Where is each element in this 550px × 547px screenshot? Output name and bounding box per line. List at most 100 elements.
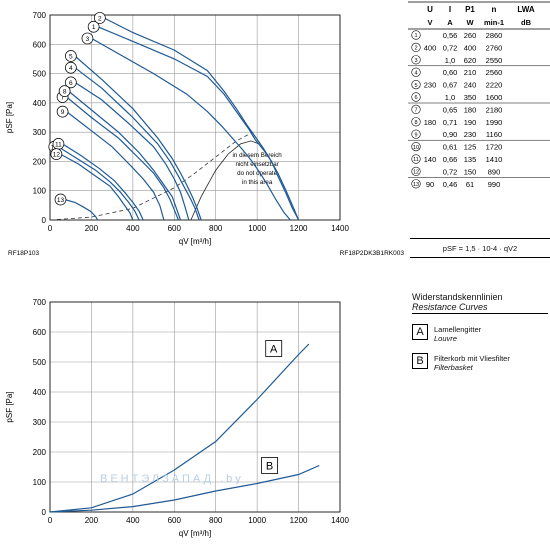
table-row-marker [411,179,421,189]
series-label-6: 6 [69,80,73,87]
series-label-9: 9 [61,109,65,116]
y-tick-label: 300 [33,128,47,137]
resistance-curves-chart: 0 200 400 600 800 1000 1200 1400 0 100 200 300 400 50… [5,298,349,538]
series-marker-9 [56,105,69,118]
table-cell-n: 2180 [486,105,503,114]
table-cell-p: 150 [464,167,477,176]
x-tick-label: 1400 [331,224,349,233]
table-cell-i: 0,60 [443,68,458,77]
table-row-number: 11 [413,157,419,163]
table-cell-n: 1990 [486,118,503,127]
y-tick-label: 700 [33,298,47,307]
table-cell-u: 180 [424,118,437,127]
watermark: ВЕНТЭЛЗАПАД .by [100,473,244,485]
formula-text: pSF = 1,5 · 10-4 · qV2 [442,243,518,253]
table-cell-i: 1,0 [445,93,455,102]
x-tick-label: 600 [168,516,182,525]
table-header: U [427,5,433,14]
code-left: RF18P103 [8,250,39,257]
x-tick-label: 1200 [290,516,308,525]
x-tick-label: 200 [85,516,99,525]
legend-key-b: B [412,353,428,369]
series-marker-13 [54,193,67,206]
table-cell-p: 61 [466,180,474,189]
table-cell-p: 180 [464,105,477,114]
table-cell-i: 1,0 [445,56,455,65]
table-cell-n: 890 [488,167,501,176]
x-tick-label: 0 [48,516,53,525]
table-unit: V [427,18,432,27]
operating-boundary-curve [190,140,260,221]
table-row-number: 4 [414,70,417,76]
table-cell-i: 0,56 [443,31,458,40]
table-header: I [449,5,451,14]
table-row-number: 9 [414,132,417,138]
table-cell-n: 2860 [486,31,503,40]
legend-b-de: Filterkorb mit Vliesfilter [434,354,510,363]
region-note-line: in this area [242,179,273,186]
table-row-marker [411,166,421,176]
y-tick-label: 200 [33,448,47,457]
table-cell-i: 0,72 [443,167,458,176]
table-row-number: 5 [414,83,417,89]
series-label-A: A [270,344,278,356]
y-tick-label: 0 [42,216,47,225]
table-cell-p: 350 [464,93,477,102]
y-tick-label: 200 [33,157,47,166]
x-tick-label: 1000 [248,224,266,233]
series-label-4: 4 [69,65,73,72]
series-label-2: 2 [98,15,102,22]
table-cell-i: 0,67 [443,81,458,90]
series-line-11 [62,143,144,221]
table-cell-u: 90 [426,180,434,189]
table-unit: W [466,18,474,27]
resistance-formula: pSF = 1,5 · 10-4 · qV2 [410,238,550,258]
series-line-3 [91,37,291,221]
y-tick-label: 400 [33,99,47,108]
series-label-11: 11 [55,141,62,148]
y-tick-label: 600 [33,40,47,49]
series-line-1 [97,26,300,221]
table-cell-u: 140 [424,155,437,164]
table-cell-n: 2560 [486,68,503,77]
y-tick-label: 0 [42,508,47,517]
table-unit: A [447,18,453,27]
series-marker-12 [50,148,63,160]
plot-frame [49,301,341,513]
table-cell-i: 0,72 [443,43,458,52]
fan-characteristic-chart: 0 200 400 600 800 1000 1200 1400 0 100 200 300 400 50… [5,11,404,257]
series-line-7 [66,96,179,221]
y-tick-label: 300 [33,418,47,427]
y-tick-label: 100 [33,478,47,487]
series-label-5: 5 [69,54,73,61]
resistance-legend: Widerstandskennlinien Resistance Curves … [412,292,548,372]
series-line-A [49,343,310,513]
legend-title: Widerstandskennlinien [412,292,503,302]
table-row-number: 3 [414,58,417,64]
table-cell-n: 2220 [486,81,503,90]
y-tick-label: 700 [33,11,47,20]
table-cell-i: 0,90 [443,130,458,139]
series-line-4 [74,67,200,221]
table-row-marker [411,30,421,40]
table-row-number: 12 [413,170,419,176]
table-header: LWA [517,5,535,14]
table-row-marker [411,142,421,152]
legend-b-en: Filterbasket [434,363,473,372]
table-header: n [492,5,497,14]
legend-key-a: A [412,324,428,340]
table-cell-p: 230 [464,130,477,139]
series-line-13 [64,198,99,221]
table-cell-u: 230 [424,81,437,90]
x-tick-label: 400 [126,224,140,233]
x-tick-label: 0 [48,224,53,233]
region-note-line: nicht einsetzbar [235,161,278,168]
table-unit: dB [521,18,532,27]
x-tick-label: 1000 [248,516,266,525]
table-cell-i: 0,61 [443,143,458,152]
table-row-number: 6 [414,95,417,101]
series-line-8 [68,90,182,221]
table-cell-p: 135 [464,155,477,164]
series-marker-6 [65,76,77,89]
series-label-3: 3 [86,36,90,43]
